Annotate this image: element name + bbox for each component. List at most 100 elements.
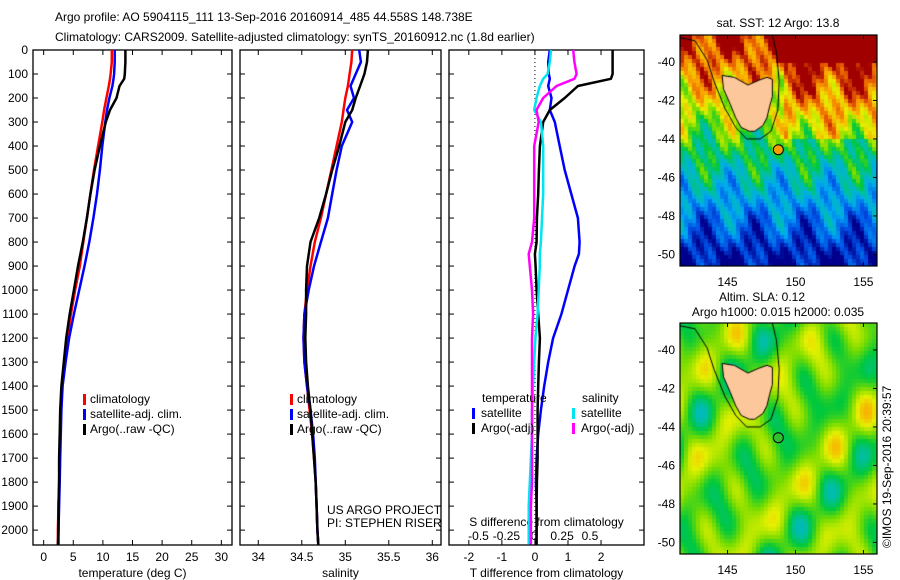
sla-map: 145 150 155 -40 -42 -44 -46 -48 -50 Altim. SLA: 0… xyxy=(658,290,894,577)
title-line-1: Argo profile: AO 5904115_111 13-Sep-2016… xyxy=(55,10,473,24)
sla-map-lon-label: 155 xyxy=(853,563,873,577)
depth-tick-label: 2000 xyxy=(1,523,28,537)
depth-tick-label: 1400 xyxy=(1,379,28,393)
legend-label: satellite-adj. clim. xyxy=(90,407,182,421)
salinity-x-tick-label: 35 xyxy=(339,550,353,564)
depth-tick-label: 900 xyxy=(8,259,28,273)
sla-map-lon-label: 150 xyxy=(785,563,805,577)
sla-map-lat-label: -40 xyxy=(658,343,676,357)
sst-map: 145 150 155 -40 -42 -44 -46 -48 -50 sat. SST: 12 … xyxy=(658,16,878,289)
sst-map-title: sat. SST: 12 Argo: 13.8 xyxy=(717,16,840,30)
depth-tick-label: 1600 xyxy=(1,427,28,441)
salinity-x-tick-label: 36 xyxy=(426,550,440,564)
salinity-panel: 34 34.5 35 35.5 36 salinity climatologysatelli… xyxy=(239,49,442,580)
legend-title-salinity: salinity xyxy=(582,391,619,405)
temperature-x-tick-label: 25 xyxy=(185,550,199,564)
legend-label: satellite xyxy=(481,406,522,420)
salinity-x-tick-label: 34.5 xyxy=(290,550,314,564)
series-line-argo-raw-qc- xyxy=(56,50,127,545)
difference-x-tick-label: 2 xyxy=(598,550,605,564)
sla-map-lat-label: -46 xyxy=(658,458,676,472)
depth-tick-label: 500 xyxy=(8,163,28,177)
s-x-label: S difference from climatology xyxy=(469,515,624,529)
sla-map-lat-label: -50 xyxy=(658,535,676,549)
legend-label: climatology xyxy=(297,392,357,406)
legend-swatch xyxy=(83,424,86,435)
depth-tick-label: 300 xyxy=(8,115,28,129)
temperature-x-tick-label: 10 xyxy=(96,550,110,564)
sst-map-lon-label: 155 xyxy=(853,275,873,289)
argo-position-marker xyxy=(772,144,784,156)
sla-map-subtitle: Argo h1000: 0.015 h2000: 0.035 xyxy=(692,305,864,319)
legend-swatch xyxy=(572,408,575,419)
legend-swatch xyxy=(83,409,86,420)
legend-label: satellite xyxy=(581,406,622,420)
salinity-axes-box xyxy=(239,49,442,546)
depth-tick-label: 1000 xyxy=(1,283,28,297)
sla-map-lat-label: -42 xyxy=(658,381,676,395)
legend-title-temperature: temperature xyxy=(482,391,547,405)
sst-map-lat-label: -44 xyxy=(658,132,676,146)
salinity-x-tick-label: 34 xyxy=(252,550,266,564)
sla-map-lat-label: -44 xyxy=(658,420,676,434)
sst-map-lat-label: -48 xyxy=(658,209,676,223)
difference-axes-box xyxy=(448,49,645,546)
project-annotation: PI: STEPHEN RISER xyxy=(327,516,442,530)
salinity-x-label: salinity xyxy=(322,566,359,580)
depth-tick-label: 0 xyxy=(21,43,28,57)
s-x-tick-label: 0.25 xyxy=(550,529,574,543)
legend-label: Argo(-adj) xyxy=(481,421,534,435)
depth-tick-label: 100 xyxy=(8,67,28,81)
legend-swatch xyxy=(290,409,293,420)
sst-map-lon-label: 145 xyxy=(718,275,738,289)
temperature-x-label: temperature (deg C) xyxy=(78,566,186,580)
depth-tick-label: 1900 xyxy=(1,499,28,513)
depth-tick-label: 400 xyxy=(8,139,28,153)
difference-x-label: T difference from climatology xyxy=(470,566,624,580)
depth-tick-label: 1800 xyxy=(1,475,28,489)
sla-map-lon-label: 145 xyxy=(718,563,738,577)
series-line-argo-raw-qc- xyxy=(304,49,370,545)
sst-map-frame xyxy=(679,34,878,267)
s-x-tick-label: -0.5 xyxy=(468,529,489,543)
depth-tick-label: 200 xyxy=(8,91,28,105)
temperature-x-tick-label: 30 xyxy=(215,550,229,564)
legend-swatch xyxy=(472,408,475,419)
depth-tick-label: 1700 xyxy=(1,451,28,465)
legend-label: Argo(..raw -QC) xyxy=(297,422,382,436)
depth-tick-label: 600 xyxy=(8,187,28,201)
s-x-tick-label: 0.5 xyxy=(582,529,599,543)
difference-panel: -2 -1 0 1 2 T difference from climatology -0.5… xyxy=(448,49,645,580)
depth-tick-label: 1200 xyxy=(1,331,28,345)
sst-map-lat-label: -46 xyxy=(658,170,676,184)
difference-x-tick-label: 1 xyxy=(565,550,572,564)
sst-map-lon-label: 150 xyxy=(785,275,805,289)
legend-label: satellite-adj. clim. xyxy=(297,407,389,421)
legend-swatch xyxy=(290,394,293,405)
temperature-panel: 0 5 10 15 20 25 30 temperature (deg C) climatolo… xyxy=(32,49,233,580)
argo-position-marker xyxy=(772,432,784,444)
salinity-x-tick-label: 35.5 xyxy=(377,550,401,564)
difference-x-tick-label: -1 xyxy=(497,550,508,564)
title-line-2: Climatology: CARS2009. Satellite-adjuste… xyxy=(55,30,535,44)
depth-tick-label: 800 xyxy=(8,235,28,249)
sst-map-lat-label: -42 xyxy=(658,93,676,107)
legend-label: Argo(..raw -QC) xyxy=(90,422,175,436)
legend-swatch xyxy=(572,423,575,434)
credit-text: ©IMOS 19-Sep-2016 20:39:57 xyxy=(880,385,894,548)
sla-map-frame xyxy=(679,322,878,555)
depth-tick-label: 1500 xyxy=(1,403,28,417)
legend-label: climatology xyxy=(90,392,150,406)
legend-swatch xyxy=(290,424,293,435)
s-x-tick-label: 0 xyxy=(531,529,538,543)
legend-swatch xyxy=(83,394,86,405)
legend-swatch xyxy=(472,423,475,434)
series-line-temperature-argo-adj- xyxy=(533,50,614,545)
sla-map-lat-label: -48 xyxy=(658,497,676,511)
project-annotation: US ARGO PROJECT xyxy=(327,503,442,517)
sst-map-lat-label: -50 xyxy=(658,247,676,261)
temperature-x-tick-label: 15 xyxy=(126,550,140,564)
series-line-salinity-argo-adj- xyxy=(527,49,578,545)
